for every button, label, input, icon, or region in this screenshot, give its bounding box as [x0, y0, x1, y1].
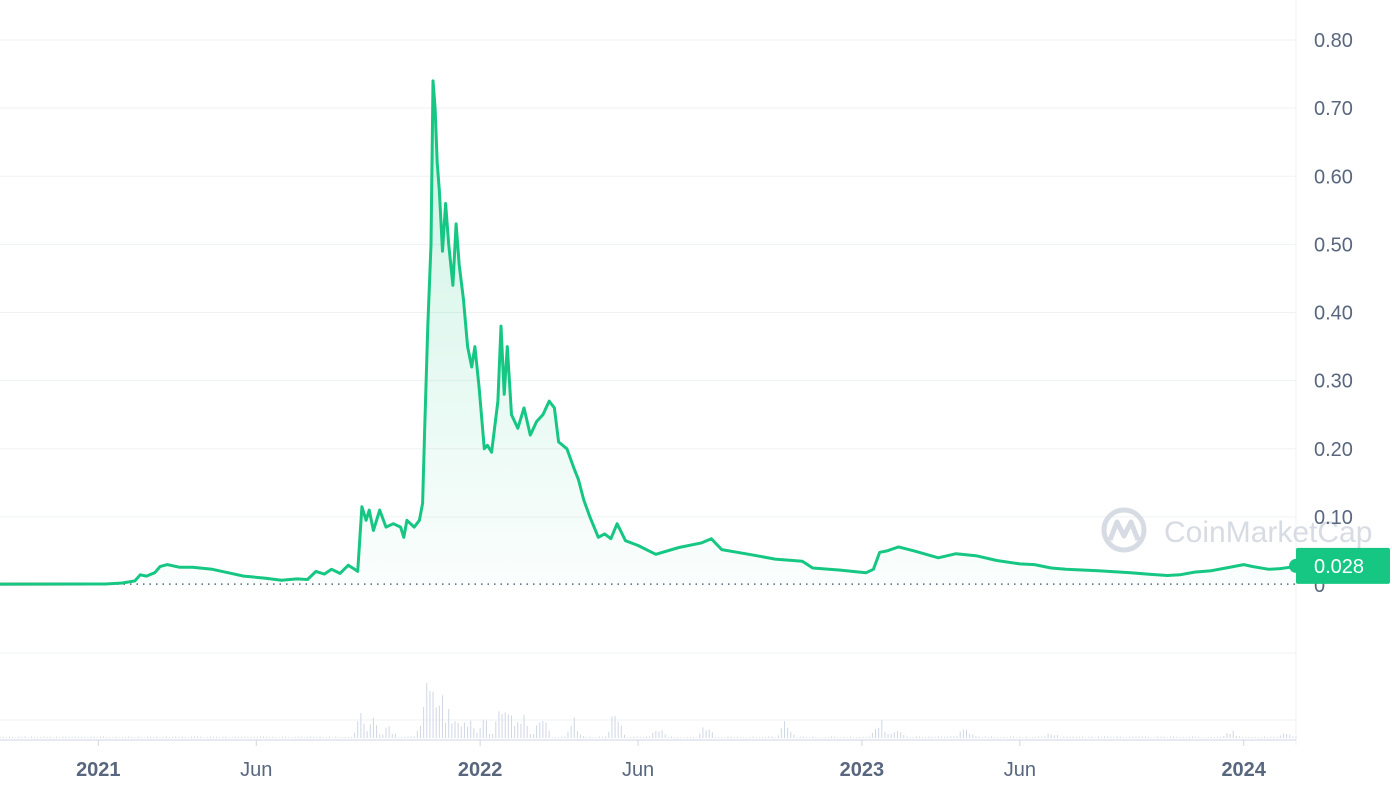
volume-bars	[0, 683, 1297, 738]
x-tick-label: 2023	[840, 759, 885, 781]
y-tick-label: 0	[1314, 575, 1325, 597]
y-tick-label: 0.40	[1314, 303, 1353, 325]
x-tick-label: Jun	[240, 759, 272, 781]
y-tick-label: 0.20	[1314, 439, 1353, 461]
coinmarketcap-logo-icon	[1101, 507, 1147, 553]
current-price-label: 0.028	[1314, 556, 1364, 578]
watermark-text: CoinMarketCap	[1164, 516, 1372, 549]
x-tick-label: 2022	[458, 759, 503, 781]
x-axis: 2021 Jun 2022 Jun 2023 Jun 2024	[76, 740, 1267, 781]
y-tick-label: 0.80	[1314, 30, 1353, 52]
x-tick-label: 2021	[76, 759, 121, 781]
current-price-badge: 0.028	[1296, 547, 1390, 584]
x-tick-label: 2024	[1221, 759, 1266, 781]
x-tick-label: Jun	[622, 759, 654, 781]
price-area-fill	[0, 80, 1296, 586]
y-tick-label: 0.10	[1314, 507, 1353, 529]
x-tick-label: Jun	[1004, 759, 1036, 781]
watermark: CoinMarketCap	[1101, 507, 1372, 553]
price-line	[0, 79, 1297, 586]
y-tick-label: 0.50	[1314, 234, 1353, 256]
y-tick-label: 0.70	[1314, 98, 1353, 120]
y-tick-label: 0.30	[1314, 371, 1353, 393]
y-tick-label: 0.60	[1314, 166, 1353, 188]
y-axis: 0.80 0.70 0.60 0.50 0.40 0.30 0.20 0.10 0	[1314, 30, 1353, 597]
gridlines	[0, 0, 1297, 745]
